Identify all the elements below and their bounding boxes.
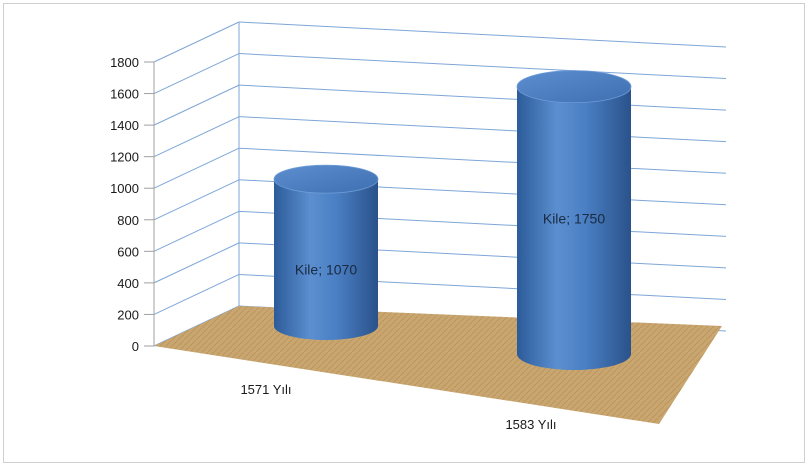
y-tick-label: 0 bbox=[132, 339, 139, 354]
side-gridline bbox=[153, 242, 240, 284]
y-tick-label: 200 bbox=[117, 307, 139, 322]
side-gridline bbox=[153, 84, 240, 126]
chart-frame: 0 200 400 600 800 1000 1200 1400 1600 1800 Kile; … bbox=[3, 3, 805, 463]
side-gridline bbox=[153, 21, 240, 63]
y-tick-label: 1400 bbox=[110, 118, 139, 133]
data-label: Kile; 1070 bbox=[295, 261, 357, 277]
back-gridline bbox=[238, 84, 727, 111]
bar-1: Kile; 1750 bbox=[516, 70, 632, 370]
bars-group: Kile; 1070 Kile; 1750 bbox=[273, 70, 632, 370]
side-gridline bbox=[153, 210, 240, 252]
chart-floor bbox=[154, 306, 722, 424]
data-label: Kile; 1750 bbox=[543, 211, 605, 227]
category-label: 1571 Yılı bbox=[240, 382, 291, 397]
bar-body bbox=[274, 179, 378, 340]
back-gridline bbox=[238, 21, 727, 48]
side-gridline bbox=[153, 273, 240, 315]
category-label: 1583 Yılı bbox=[505, 417, 556, 432]
bar-0: Kile; 1070 bbox=[273, 164, 379, 340]
bar-body bbox=[517, 86, 631, 370]
side-gridline bbox=[153, 116, 240, 158]
y-tick-label: 1000 bbox=[110, 181, 139, 196]
x-axis-category-labels: 1571 Yılı 1583 Yılı bbox=[240, 382, 556, 432]
cylinder-bar-chart: 0 200 400 600 800 1000 1200 1400 1600 1800 Kile; … bbox=[110, 21, 727, 432]
back-gridline bbox=[238, 53, 727, 80]
y-tick-label: 400 bbox=[117, 276, 139, 291]
bar-top-cap bbox=[516, 70, 632, 104]
y-axis-tick-labels: 0 200 400 600 800 1000 1200 1400 1600 1800 bbox=[110, 55, 154, 354]
y-tick-label: 1800 bbox=[110, 55, 139, 70]
side-gridline bbox=[153, 147, 240, 189]
y-tick-label: 600 bbox=[117, 244, 139, 259]
y-tick-label: 1600 bbox=[110, 87, 139, 102]
side-gridline bbox=[153, 53, 240, 95]
side-wall-gridlines bbox=[153, 21, 240, 347]
bar-top-cap bbox=[273, 164, 379, 194]
y-tick-label: 800 bbox=[117, 213, 139, 228]
back-gridline bbox=[238, 116, 727, 143]
y-tick-label: 1200 bbox=[110, 150, 139, 165]
side-gridline bbox=[153, 179, 240, 221]
back-gridline bbox=[238, 147, 727, 174]
